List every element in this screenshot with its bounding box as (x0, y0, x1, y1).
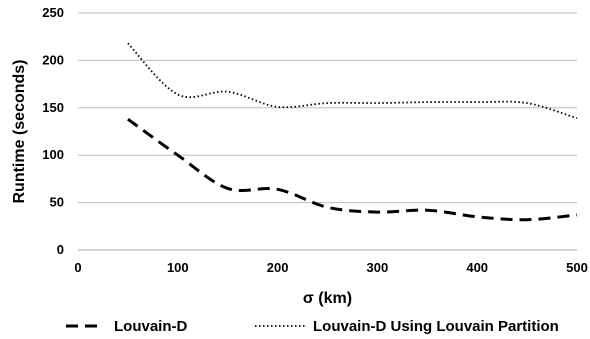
x-axis-title: σ (km) (303, 290, 352, 307)
legend-label-1: Louvain-D (114, 318, 187, 335)
y-tick-label: 100 (42, 147, 64, 162)
y-axis-title: Runtime (seconds) (11, 59, 28, 203)
legend: Louvain-D Louvain-D Using Louvain Partiti… (66, 318, 559, 335)
y-tick-label: 250 (42, 5, 64, 20)
y-tick-label: 0 (57, 242, 64, 257)
x-tick-label: 400 (466, 260, 488, 275)
tick-labels: 0 50 100 150 200 250 0 100 200 300 400 500 (42, 5, 588, 275)
series-lines (127, 42, 578, 222)
x-tick-label: 200 (267, 260, 289, 275)
y-tick-label: 150 (42, 100, 64, 115)
y-tick-label: 200 (42, 52, 64, 67)
x-tick-label: 300 (367, 260, 389, 275)
x-tick-label: 100 (167, 260, 189, 275)
legend-label-2: Louvain-D Using Louvain Partition (313, 318, 559, 335)
y-tick-label: 50 (50, 195, 64, 210)
x-tick-label: 500 (566, 260, 588, 275)
series-line-2 (127, 42, 578, 120)
x-tick-label: 0 (74, 260, 81, 275)
gridlines (78, 12, 577, 204)
series-line-1 (127, 117, 578, 222)
